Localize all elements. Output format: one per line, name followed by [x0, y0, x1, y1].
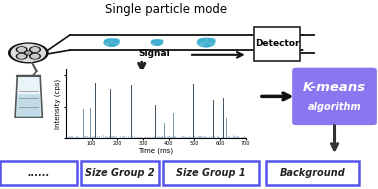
Circle shape — [11, 44, 45, 61]
Text: ......: ...... — [28, 168, 50, 178]
Text: Size Group 2: Size Group 2 — [85, 168, 155, 178]
Text: Background: Background — [280, 168, 345, 178]
Circle shape — [113, 39, 119, 42]
Text: K-means: K-means — [303, 81, 366, 94]
Circle shape — [31, 48, 39, 51]
FancyBboxPatch shape — [254, 27, 300, 61]
FancyBboxPatch shape — [81, 161, 159, 185]
Circle shape — [30, 47, 40, 52]
Text: Single particle mode: Single particle mode — [105, 3, 228, 16]
Polygon shape — [15, 76, 42, 117]
Text: Signal: Signal — [138, 49, 170, 58]
Circle shape — [16, 47, 27, 52]
Circle shape — [151, 40, 163, 45]
Circle shape — [152, 40, 156, 43]
Circle shape — [198, 39, 205, 43]
Text: Size Group 1: Size Group 1 — [176, 168, 246, 178]
Circle shape — [18, 48, 25, 51]
Circle shape — [105, 40, 111, 43]
Circle shape — [204, 43, 211, 47]
Text: Detector: Detector — [255, 40, 299, 48]
Y-axis label: Intensity (cps): Intensity (cps) — [55, 78, 61, 129]
Circle shape — [110, 43, 116, 46]
FancyBboxPatch shape — [266, 161, 359, 185]
Circle shape — [26, 52, 31, 54]
Text: algorithm: algorithm — [308, 102, 361, 112]
Polygon shape — [17, 94, 41, 117]
Circle shape — [25, 51, 32, 55]
Circle shape — [207, 38, 215, 42]
Circle shape — [31, 54, 39, 58]
Circle shape — [104, 39, 119, 46]
X-axis label: Time (ms): Time (ms) — [138, 148, 174, 154]
FancyBboxPatch shape — [0, 161, 77, 185]
Circle shape — [9, 43, 48, 63]
Circle shape — [16, 54, 27, 59]
Circle shape — [30, 54, 40, 59]
Circle shape — [197, 38, 215, 47]
Circle shape — [156, 43, 160, 45]
Circle shape — [18, 54, 25, 58]
FancyBboxPatch shape — [292, 68, 377, 125]
FancyBboxPatch shape — [163, 161, 259, 185]
Circle shape — [158, 40, 163, 42]
